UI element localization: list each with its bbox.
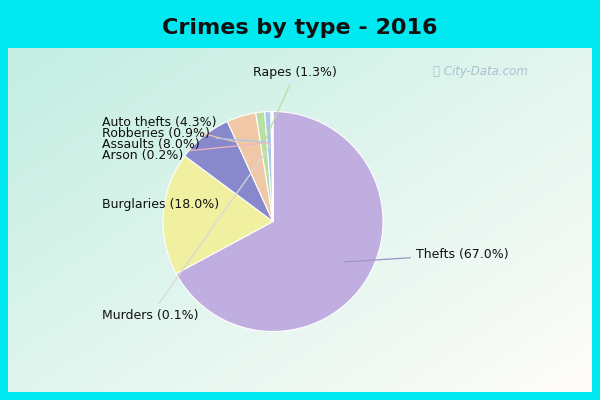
Wedge shape — [185, 122, 273, 222]
Text: Thefts (67.0%): Thefts (67.0%) — [344, 248, 509, 262]
Text: Crimes by type - 2016: Crimes by type - 2016 — [162, 18, 438, 38]
Text: Murders (0.1%): Murders (0.1%) — [103, 144, 271, 322]
Wedge shape — [272, 112, 273, 222]
Text: ⓘ City-Data.com: ⓘ City-Data.com — [433, 66, 527, 78]
Wedge shape — [227, 113, 273, 222]
Text: Assaults (8.0%): Assaults (8.0%) — [103, 138, 220, 159]
Wedge shape — [256, 112, 273, 222]
Wedge shape — [163, 156, 273, 274]
Text: Robberies (0.9%): Robberies (0.9%) — [103, 127, 266, 142]
Text: Auto thefts (4.3%): Auto thefts (4.3%) — [103, 116, 247, 145]
Wedge shape — [176, 112, 383, 332]
Text: Burglaries (18.0%): Burglaries (18.0%) — [103, 198, 220, 216]
Text: Arson (0.2%): Arson (0.2%) — [103, 142, 269, 162]
Wedge shape — [265, 112, 273, 222]
Wedge shape — [271, 112, 273, 222]
Text: Rapes (1.3%): Rapes (1.3%) — [253, 66, 337, 140]
